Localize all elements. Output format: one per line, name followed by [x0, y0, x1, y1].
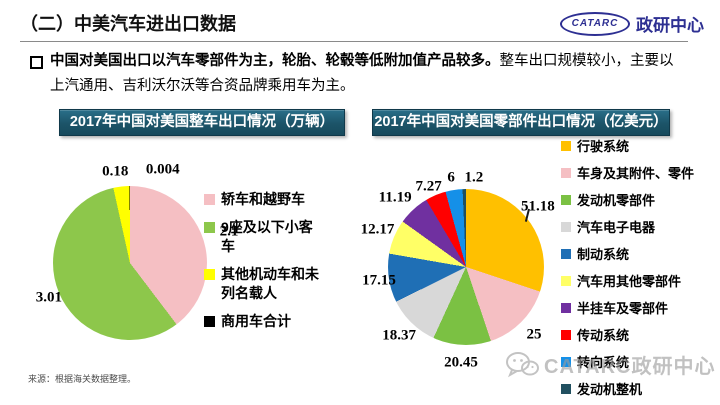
pie-value-label: 20.45 [444, 354, 478, 371]
legend-item: 转向系统 [561, 355, 711, 371]
legend-item: 传动系统 [561, 328, 711, 344]
legend-swatch-icon [561, 141, 571, 151]
legend-item: 车身及其附件、零件 [561, 166, 711, 182]
legend-swatch-icon [561, 222, 571, 232]
legend-swatch-icon [561, 384, 571, 394]
legend-item: 发动机零部件 [561, 193, 711, 209]
legend-label: 传动系统 [577, 328, 630, 343]
legend: 轿车和越野车 9座及以下小客车 其他机动车和未列名载人商用车合计 [204, 190, 326, 340]
pie-value-label: 6 [447, 169, 455, 186]
pie-value-label: 7.27 [415, 178, 442, 195]
catarc-logo: CATARC 政研中心 [560, 11, 704, 36]
legend-swatch-icon [204, 194, 215, 205]
chart-title: 2017年中国对美国零部件出口情况（亿美元） [372, 109, 670, 136]
legend-item: 半挂车及零部件 [561, 301, 711, 317]
legend-label: 9座及以下小客车 [221, 219, 313, 254]
legend-swatch-icon [204, 222, 215, 233]
pie-value-label: 3.01 [35, 289, 63, 306]
summary-paragraph: 中国对美国出口以汽车零部件为主，轮胎、轮毂等低附加值产品较多。整车出口规模较小，… [28, 49, 686, 99]
legend-label: 发动机零部件 [577, 193, 656, 208]
legend-label: 轿车和越野车 [221, 191, 305, 207]
legend-swatch-icon [561, 168, 571, 178]
legend-swatch-icon [204, 316, 215, 327]
legend-item: 轿车和越野车 [204, 190, 326, 209]
legend-item: 制动系统 [561, 247, 711, 263]
pie-value-label: 0.004 [145, 161, 180, 178]
square-bullet-icon [30, 56, 43, 69]
watermark: CATARC政研中心 [505, 350, 715, 379]
legend-item: 商用车合计 [204, 312, 326, 331]
pie [53, 186, 207, 340]
legend-swatch-icon [561, 357, 571, 367]
catarc-oval-icon: CATARC [560, 11, 630, 36]
wechat-icon [506, 351, 539, 377]
legend: 行驶系统车身及其附件、零件 发动机零部件 汽车电子电器 制动系统汽车用其他零部件 半挂车… [561, 139, 711, 405]
legend-label: 商用车合计 [221, 313, 291, 329]
page-title: （二）中美汽车进出口数据 [20, 14, 236, 34]
legend-swatch-icon [561, 249, 571, 259]
legend-item: 其他机动车和未列名载人 [204, 265, 326, 303]
legend-item: 发动机整机 [561, 382, 711, 398]
pie-value-label: 11.19 [378, 189, 412, 206]
watermark-text: CATARC政研中心 [544, 356, 716, 378]
legend-label: 半挂车及零部件 [577, 301, 669, 316]
legend-label: 转向系统 [577, 355, 630, 370]
pie-value-label: 2.1 [219, 223, 239, 240]
legend-swatch-icon [204, 269, 215, 280]
pie-value-label: 25 [526, 326, 542, 343]
logo-org-text: 政研中心 [636, 16, 704, 35]
source-note: 来源：根据海关数据整理。 [28, 374, 137, 384]
legend-swatch-icon [561, 330, 571, 340]
legend-item: 9座及以下小客车 [204, 218, 326, 256]
pie-value-label: 12.17 [360, 221, 395, 238]
legend-label: 汽车用其他零部件 [577, 274, 682, 289]
pie-value-label: 1.2 [464, 169, 484, 186]
pie [388, 189, 544, 345]
legend-swatch-icon [561, 303, 571, 313]
legend-item: 汽车电子电器 [561, 220, 711, 236]
summary-normal-text: 整车出口规模较小，主要以上汽通用、吉利沃尔沃等合资品牌乘用车为主。 [50, 53, 674, 94]
legend-label: 发动机整机 [577, 382, 643, 397]
legend-swatch-icon [561, 276, 571, 286]
pie-value-label: 18.37 [382, 327, 417, 344]
legend-label: 制动系统 [577, 247, 630, 262]
pie-value-label: 0.18 [102, 163, 129, 180]
legend-label: 行驶系统 [577, 139, 630, 154]
legend-label: 汽车电子电器 [577, 220, 656, 235]
legend-label: 车身及其附件、零件 [577, 166, 695, 181]
legend-item: 行驶系统 [561, 139, 711, 155]
legend-item: 汽车用其他零部件 [561, 274, 711, 290]
chart-title: 2017年中国对美国整车出口情况（万辆） [59, 109, 345, 136]
pie-value-label: 17.15 [362, 272, 396, 289]
legend-swatch-icon [561, 195, 571, 205]
legend-label: 其他机动车和未列名载人 [221, 266, 319, 301]
title-divider [20, 41, 688, 42]
summary-bold-text: 中国对美国出口以汽车零部件为主，轮胎、轮毂等低附加值产品较多。 [50, 53, 500, 69]
